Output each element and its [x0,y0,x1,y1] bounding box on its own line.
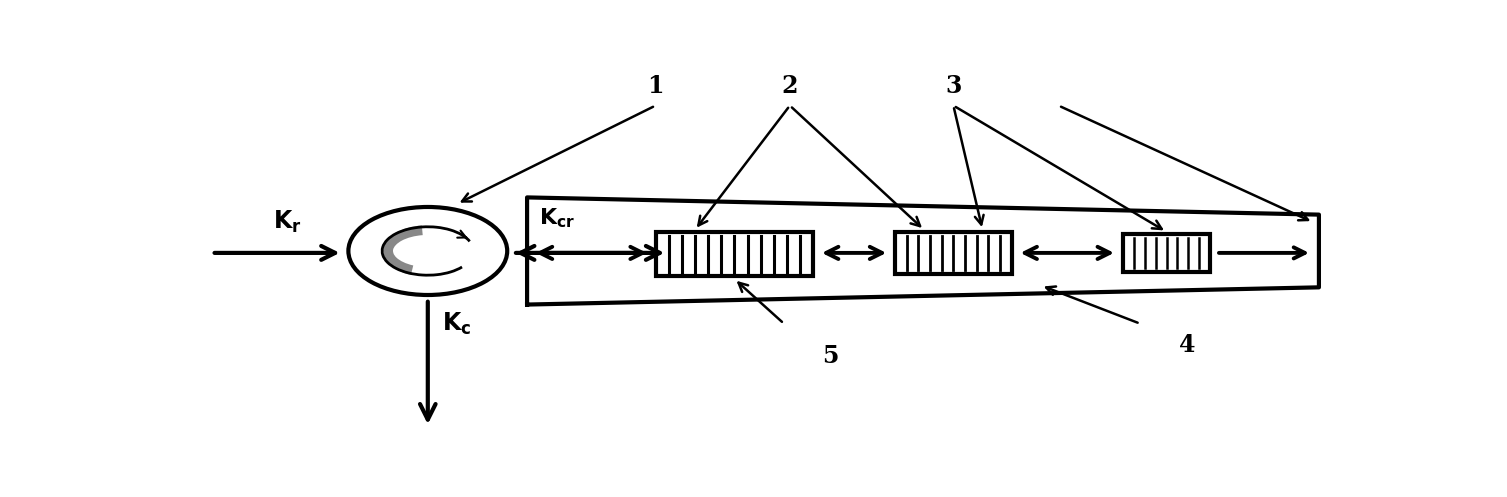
Text: $\mathbf{K_r}$: $\mathbf{K_r}$ [273,209,301,236]
Text: 2: 2 [782,75,799,98]
Text: 1: 1 [648,75,663,98]
Text: $\mathbf{K_c}$: $\mathbf{K_c}$ [443,311,472,337]
Text: 3: 3 [945,75,961,98]
Text: 4: 4 [1178,333,1195,357]
Ellipse shape [348,207,508,295]
Text: $\mathbf{K_{cr}}$: $\mathbf{K_{cr}}$ [540,207,576,230]
Bar [895,232,1011,274]
Text: 5: 5 [823,344,839,368]
Bar [1123,234,1210,272]
Bar [656,232,814,276]
